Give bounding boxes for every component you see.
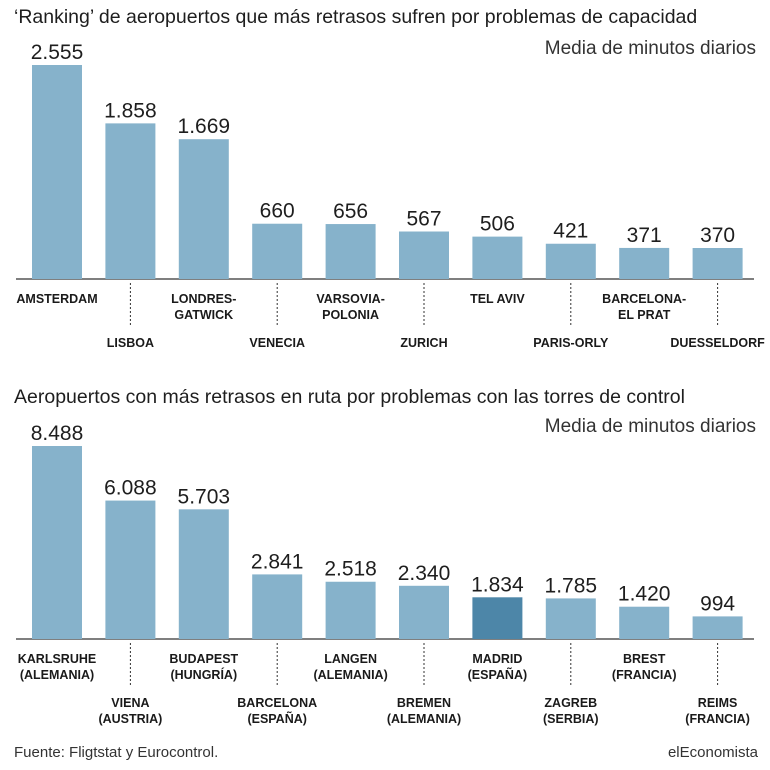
chart-2-value-label: 2.518 <box>324 558 377 581</box>
chart-1-bar <box>472 236 523 279</box>
chart-1-value-label: 371 <box>627 224 662 247</box>
chart-1-bar <box>325 224 376 279</box>
chart-2-value-label: 2.841 <box>251 550 304 573</box>
chart-1-category-label: DUESSELDORF <box>670 336 765 350</box>
chart-2-title: Aeropuertos con más retrasos en ruta por… <box>14 386 685 408</box>
chart-1-title: ‘Ranking’ de aeropuertos que más retraso… <box>14 6 698 28</box>
chart-2-subtitle: Media de minutos diarios <box>544 416 756 437</box>
chart-2-value-label: 1.785 <box>545 574 598 597</box>
control-tower-delays-bar-chart: 8.488 KARLSRUHE (ALEMANIA) 6.088 VIENA (AUSTR… <box>16 422 754 726</box>
chart-1-value-label: 421 <box>553 220 588 243</box>
chart-1-category-label: PARIS-ORLY <box>533 336 609 350</box>
chart-2-category-label: BREST (FRANCIA) <box>612 652 677 682</box>
chart-1-category-label: AMSTERDAM <box>16 292 97 306</box>
chart-1-bar <box>545 243 596 279</box>
chart-1-category-label: LONDRES-GATWICK <box>171 292 236 322</box>
chart-1-value-label: 1.858 <box>104 99 157 122</box>
chart-1-bar <box>692 248 743 279</box>
chart-1-category-label: TEL AVIV <box>470 292 525 306</box>
capacity-delays-bar-chart: 2.555 AMSTERDAM 1.858 LISBOA 1.669 LONDRES-GA… <box>16 41 765 350</box>
chart-2-bar <box>692 616 743 639</box>
chart-2-value-label: 8.488 <box>31 422 84 445</box>
chart-2-value-label: 6.088 <box>104 477 157 500</box>
chart-2-bar <box>178 509 229 639</box>
source-note: Fuente: Fligtstat y Eurocontrol. <box>14 744 219 761</box>
chart-2-category-label: KARLSRUHE (ALEMANIA) <box>18 652 96 682</box>
chart-2-value-label: 5.703 <box>178 485 231 508</box>
chart-1-value-label: 370 <box>700 224 735 247</box>
chart-1-value-label: 656 <box>333 200 368 223</box>
chart-1-subtitle: Media de minutos diarios <box>544 38 756 59</box>
chart-2-category-label: BREMEN (ALEMANIA) <box>387 696 461 726</box>
chart-1-bar <box>105 123 156 279</box>
chart-1-category-label: VENECIA <box>249 336 305 350</box>
chart-2-bar <box>399 585 449 639</box>
chart-1-category-label: LISBOA <box>107 336 154 350</box>
chart-1-bar <box>619 247 670 279</box>
chart-2-bar <box>32 446 82 639</box>
chart-2-category-label: VIENA (AUSTRIA) <box>98 696 162 726</box>
chart-1-bar <box>32 65 82 279</box>
brand-logo-text: elEconomista <box>667 744 758 761</box>
chart-1-value-label: 506 <box>480 213 515 236</box>
chart-2-category-label: BUDAPEST (HUNGRÍA) <box>169 652 238 682</box>
chart-1-value-label: 1.669 <box>178 115 231 138</box>
chart-2-value-label: 1.420 <box>618 583 671 606</box>
chart-2-category-label: LANGEN (ALEMANIA) <box>313 652 387 682</box>
chart-2-category-label: ZAGREB (SERBIA) <box>543 696 599 726</box>
chart-1-value-label: 2.555 <box>31 41 84 64</box>
chart-2-bar <box>472 597 523 639</box>
chart-1-value-label: 567 <box>406 208 441 231</box>
chart-2-value-label: 2.340 <box>398 562 451 585</box>
chart-2-category-label: BARCELONA (ESPAÑA) <box>237 696 317 726</box>
chart-1-bar <box>178 139 229 279</box>
chart-2-category-label: REIMS (FRANCIA) <box>685 696 750 726</box>
chart-1-category-label: ZURICH <box>400 336 447 350</box>
chart-2-bar <box>619 606 670 639</box>
chart-1-bar <box>252 223 303 279</box>
chart-2-bar <box>105 500 156 639</box>
chart-1-value-label: 660 <box>260 200 295 223</box>
chart-1-bar <box>399 231 449 279</box>
chart-2-category-label: MADRID (ESPAÑA) <box>468 652 528 682</box>
chart-1-category-label: VARSOVIA-POLONIA <box>316 292 385 322</box>
chart-2-bar <box>325 581 376 639</box>
chart-1-category-label: BARCELONA-EL PRAT <box>602 292 686 322</box>
chart-2-bar <box>545 598 596 639</box>
chart-2-value-label: 994 <box>700 592 735 615</box>
chart-2-value-label: 1.834 <box>471 573 524 596</box>
chart-2-bar <box>252 574 303 639</box>
